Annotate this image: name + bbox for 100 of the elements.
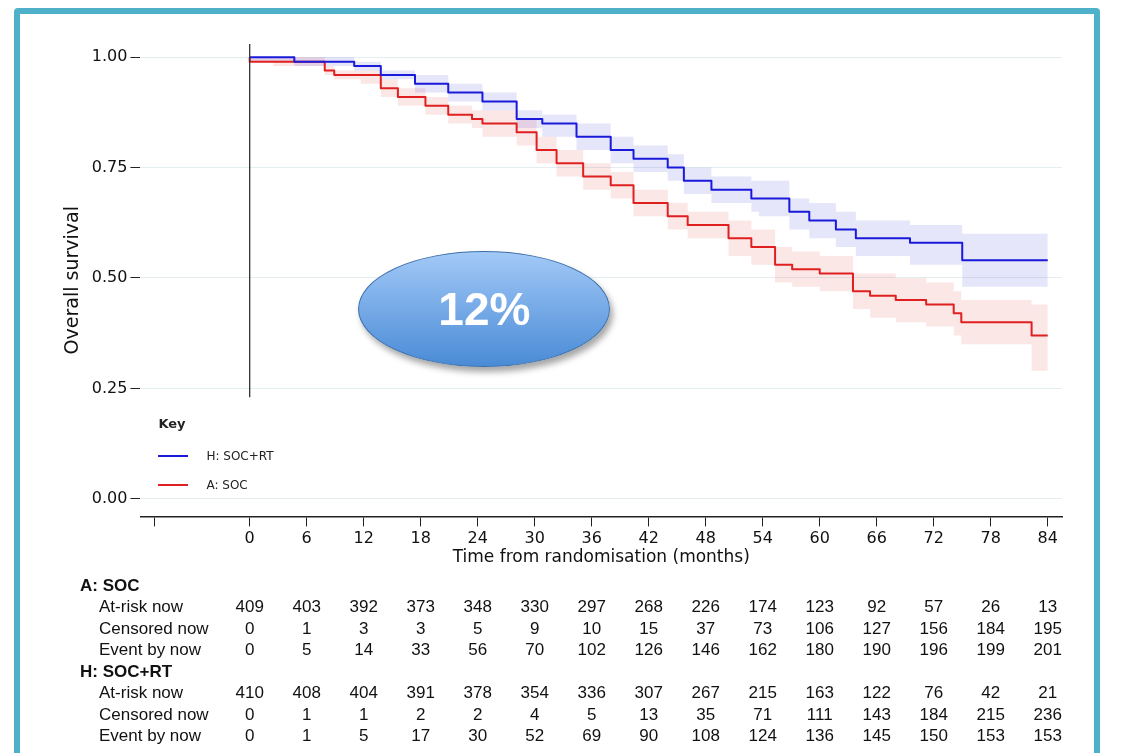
text: 5 <box>472 618 483 638</box>
text: 226 <box>691 597 720 617</box>
text: 33 <box>411 640 431 660</box>
text: 201 <box>1033 640 1062 660</box>
annotation: 12% <box>438 281 531 336</box>
text: 1 <box>358 704 369 724</box>
text: Censored now <box>99 618 210 638</box>
text: 1 <box>301 618 312 638</box>
text: 162 <box>748 640 777 660</box>
text: 268 <box>634 597 663 617</box>
text: 3 <box>415 618 426 638</box>
text: 76 <box>924 683 944 703</box>
text: 0 <box>244 726 255 746</box>
text: 126 <box>634 640 663 660</box>
text: 404 <box>349 683 378 703</box>
text: 184 <box>919 704 948 724</box>
text: 42 <box>981 683 1001 703</box>
text: 408 <box>292 683 321 703</box>
y-tick-label: 0.00 <box>91 487 128 507</box>
text: 35 <box>696 704 716 724</box>
x-tick-label: 84 <box>1037 528 1058 548</box>
x-tick-label: 66 <box>866 528 887 548</box>
text: 153 <box>1033 726 1062 746</box>
x-tick-label: 54 <box>752 528 773 548</box>
text: 17 <box>411 726 431 746</box>
x-tick-label: 36 <box>581 528 602 548</box>
text: 73 <box>753 618 773 638</box>
text: 0 <box>244 704 255 724</box>
text: 354 <box>520 683 549 703</box>
y-axis-title: Overall survival <box>60 206 83 355</box>
text: 90 <box>639 726 659 746</box>
text: 378 <box>463 683 492 703</box>
text: 52 <box>525 726 545 746</box>
text: 391 <box>406 683 435 703</box>
text: 15 <box>639 618 659 638</box>
text: 71 <box>753 704 773 724</box>
x-axis-title: Time from randomisation (months) <box>451 546 750 567</box>
text: 409 <box>235 597 264 617</box>
y-tick-label: 0.50 <box>91 267 128 287</box>
text: 123 <box>805 597 834 617</box>
x-tick-label: 12 <box>353 528 374 548</box>
text: 143 <box>862 704 891 724</box>
text: 1 <box>301 704 312 724</box>
text: 2 <box>472 704 483 724</box>
text: 14 <box>354 640 374 660</box>
text: 146 <box>691 640 720 660</box>
text: 92 <box>867 597 887 617</box>
text: 124 <box>748 726 777 746</box>
text: 5 <box>358 726 369 746</box>
legend-label: A: SOC <box>206 477 248 492</box>
text: 1 <box>301 726 312 746</box>
text: 56 <box>468 640 488 660</box>
text: 3 <box>358 618 369 638</box>
text: 13 <box>639 704 659 724</box>
text: 195 <box>1033 618 1062 638</box>
x-tick-label: 30 <box>524 528 545 548</box>
text: 0 <box>244 618 255 638</box>
text: 373 <box>406 597 435 617</box>
x-tick-label: 24 <box>467 528 488 548</box>
x-tick-label: 60 <box>809 528 830 548</box>
text: 297 <box>577 597 606 617</box>
text: 5 <box>301 640 312 660</box>
text: 330 <box>520 597 549 617</box>
text: 9 <box>529 618 540 638</box>
text: 2 <box>415 704 426 724</box>
x-tick-label: 78 <box>980 528 1001 548</box>
text: 267 <box>691 683 720 703</box>
text: 190 <box>862 640 891 660</box>
x-tick-label: 18 <box>410 528 431 548</box>
text: 174 <box>748 597 777 617</box>
text: 108 <box>691 726 720 746</box>
text: 196 <box>919 640 948 660</box>
legend-label: H: SOC+RT <box>206 448 274 463</box>
text: 150 <box>919 726 948 746</box>
text: 122 <box>862 683 891 703</box>
text: 57 <box>924 597 944 617</box>
x-tick-label: 42 <box>638 528 659 548</box>
text: 21 <box>1038 683 1058 703</box>
text: 236 <box>1033 704 1062 724</box>
text: 215 <box>748 683 777 703</box>
text: 0 <box>244 640 255 660</box>
text: 184 <box>976 618 1005 638</box>
text: 127 <box>862 618 891 638</box>
y-tick-label: 0.75 <box>91 156 128 176</box>
text: 37 <box>696 618 716 638</box>
text: 199 <box>976 640 1005 660</box>
text: 180 <box>805 640 834 660</box>
text: 392 <box>349 597 378 617</box>
text: 10 <box>582 618 602 638</box>
text: 30 <box>468 726 488 746</box>
text: Event by now <box>99 640 202 660</box>
text: 336 <box>577 683 606 703</box>
text: 111 <box>806 704 833 724</box>
text: Event by now <box>99 726 202 746</box>
x-tick-label: 0 <box>244 528 255 548</box>
text: 410 <box>235 683 264 703</box>
text: 145 <box>862 726 891 746</box>
text: At-risk now <box>99 683 184 703</box>
y-tick-label: 0.25 <box>91 377 128 397</box>
legend-title: Key <box>158 416 187 432</box>
